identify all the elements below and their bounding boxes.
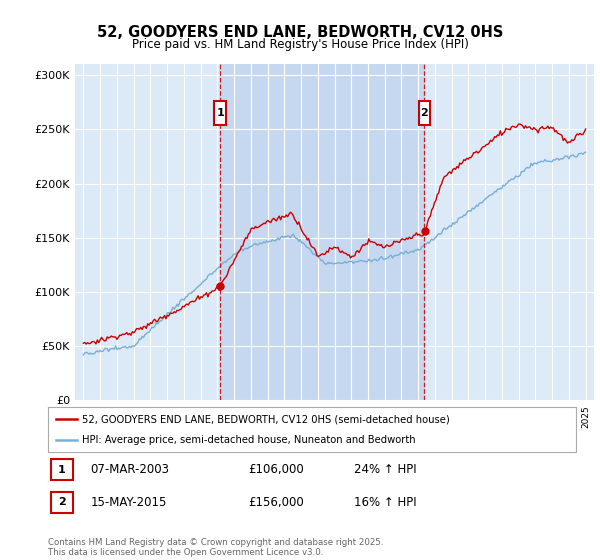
Text: Contains HM Land Registry data © Crown copyright and database right 2025.
This d: Contains HM Land Registry data © Crown c… [48, 538, 383, 557]
Text: 2: 2 [58, 497, 65, 507]
Text: £156,000: £156,000 [248, 496, 304, 509]
Bar [50, 492, 73, 512]
Bar [214, 101, 226, 125]
Bar [220, 64, 424, 400]
Bar [50, 459, 73, 480]
Text: 07-MAR-2003: 07-MAR-2003 [90, 463, 169, 476]
Text: 1: 1 [58, 465, 65, 475]
Text: Price paid vs. HM Land Registry's House Price Index (HPI): Price paid vs. HM Land Registry's House … [131, 38, 469, 51]
Text: 52, GOODYERS END LANE, BEDWORTH, CV12 0HS: 52, GOODYERS END LANE, BEDWORTH, CV12 0H… [97, 25, 503, 40]
Bar [419, 101, 430, 125]
Text: 15-MAY-2015: 15-MAY-2015 [90, 496, 167, 509]
Text: 52, GOODYERS END LANE, BEDWORTH, CV12 0HS (semi-detached house): 52, GOODYERS END LANE, BEDWORTH, CV12 0H… [82, 414, 450, 424]
Text: 16% ↑ HPI: 16% ↑ HPI [354, 496, 417, 509]
Text: 2: 2 [421, 108, 428, 118]
Text: 1: 1 [217, 108, 224, 118]
Text: 24% ↑ HPI: 24% ↑ HPI [354, 463, 417, 476]
Text: HPI: Average price, semi-detached house, Nuneaton and Bedworth: HPI: Average price, semi-detached house,… [82, 435, 416, 445]
Text: £106,000: £106,000 [248, 463, 304, 476]
